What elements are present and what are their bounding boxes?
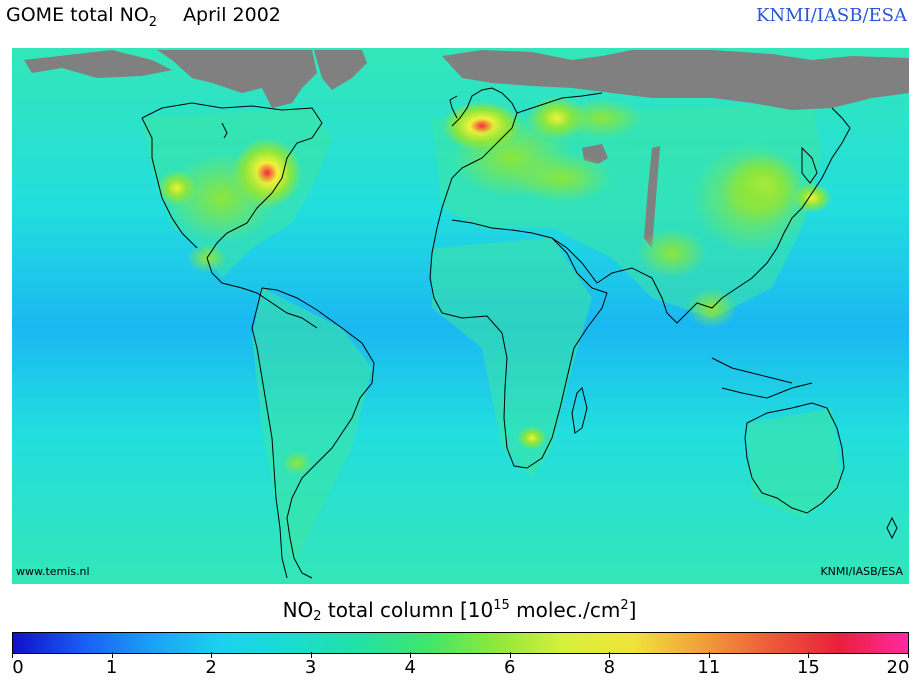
colorbar-tick-label: 6	[504, 657, 516, 678]
colorbar-tick-label: 11	[697, 657, 721, 678]
colorbar-tick-label: 0	[12, 657, 24, 678]
colorbar-tick-mark	[111, 652, 113, 658]
colorbar-title: NO2 total column [1015 molec./cm2]	[282, 598, 637, 624]
colorbar-tick-mark	[12, 652, 13, 658]
colorbar-tick-label: 2	[205, 657, 217, 678]
colorbar-tick-mark	[708, 652, 710, 658]
map-date: April 2002	[183, 4, 281, 26]
colorbar-tick-label: 20	[886, 657, 910, 678]
colorbar	[12, 632, 909, 654]
map-title: GOME total NO2 April 2002	[6, 4, 281, 30]
no2-world-map: www.temis.nl KNMI/IASB/ESA	[12, 48, 909, 584]
no-data-regions	[24, 50, 909, 248]
colorbar-tick-mark	[509, 652, 511, 658]
colorbar-tick-label: 1	[105, 657, 118, 678]
coastlines	[141, 87, 898, 579]
colorbar-tick-mark	[211, 652, 213, 658]
colorbar-tick-mark	[609, 652, 611, 658]
map-canvas	[12, 48, 909, 584]
credit-top: KNMI/IASB/ESA	[755, 5, 907, 26]
colorbar-tick-mark	[808, 652, 810, 658]
colorbar-tick-mark	[908, 652, 909, 658]
colorbar-tick-label: 4	[404, 657, 416, 678]
colorbar-tick-mark	[310, 652, 312, 658]
colorbar-tick-label: 8	[603, 657, 616, 678]
colorbar-tick-label: 3	[304, 657, 317, 678]
colorbar-tick-mark	[410, 652, 412, 658]
map-credit-right: KNMI/IASB/ESA	[820, 565, 903, 578]
no2-hotspots	[157, 96, 832, 475]
map-credit-left: www.temis.nl	[16, 565, 90, 578]
colorbar-tick-label: 15	[796, 657, 820, 678]
